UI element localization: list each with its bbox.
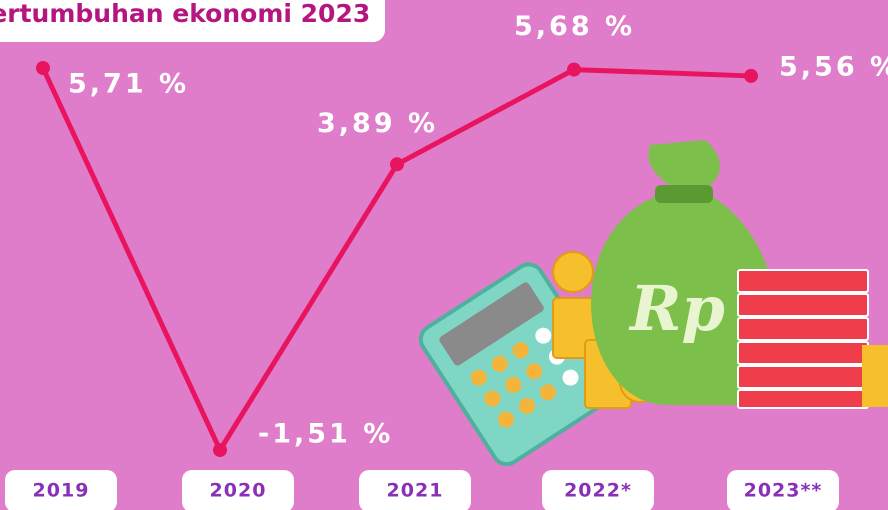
x-tick-label: 2020 [210,480,267,502]
value-label: 5,56 % [779,51,888,82]
category-box [182,470,294,510]
title-box [0,0,385,42]
x-tick-label: 2022* [564,480,632,502]
category-box [542,470,654,510]
x-tick-label: 2023** [744,480,823,502]
category-box [359,470,471,510]
point [744,68,758,83]
category-box [5,470,117,510]
point [390,157,404,172]
point [213,443,227,457]
chart-title: Pertumbuhan ekonomi 2023 [0,0,370,28]
value-label: 5,71 % [68,69,189,100]
illustration: Rp [418,140,888,467]
value-label: 5,68 % [514,11,635,42]
value-label: 3,89 % [317,108,438,139]
x-tick-label: 2019 [33,480,90,502]
value-label: -1,51 % [258,419,393,450]
point [567,62,581,77]
category-box [727,470,839,510]
point [36,61,50,75]
plot-area: 2019 2020 2021 2022* 2023** 5,71 % -1,51 % 3,89… [5,11,888,510]
svg-text:Rp: Rp [628,272,725,345]
x-tick-label: 2021 [387,480,444,502]
